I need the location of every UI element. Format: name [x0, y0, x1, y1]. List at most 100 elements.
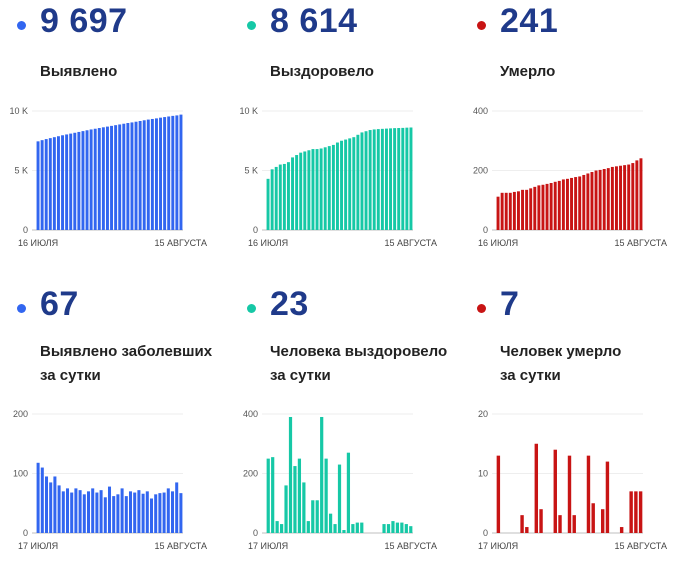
bar [384, 128, 388, 230]
bar [533, 186, 537, 230]
bar [163, 117, 167, 230]
bar [520, 515, 524, 533]
bar [36, 141, 40, 230]
x-start-label: 17 ИЮЛЯ [248, 541, 288, 551]
chart-detected-daily: 0 100 200 17 ИЮЛЯ 15 АВГУСТА [13, 409, 207, 551]
bar [142, 120, 146, 230]
bar [122, 123, 126, 230]
bar [553, 181, 557, 230]
bar [295, 155, 299, 230]
bar [558, 515, 562, 533]
bar [271, 457, 275, 533]
legend-dot [17, 304, 26, 313]
bar [534, 443, 539, 533]
bar [44, 476, 49, 533]
y-tick-label: 5 K [244, 166, 258, 176]
bar [40, 467, 44, 533]
bar [572, 515, 576, 533]
bar [141, 493, 145, 533]
bar [512, 191, 516, 230]
bar [36, 462, 40, 533]
stat-panel-recovered-daily: 23 Человека выздоровело за сутки 0 200 400… [230, 283, 460, 566]
bar [86, 491, 91, 533]
stat-label: Выявлено заболевших [40, 343, 213, 360]
bar [279, 524, 284, 533]
bar [299, 152, 303, 230]
bar [266, 178, 270, 230]
bar [307, 150, 311, 230]
bar [586, 455, 591, 533]
bar [500, 192, 504, 230]
stat-label: Выявлено [40, 63, 118, 80]
legend-dot [247, 21, 256, 30]
stat-label-line2: за сутки [270, 367, 331, 384]
stat-label-line2: за сутки [500, 367, 561, 384]
bar [333, 524, 337, 533]
bar [320, 416, 324, 533]
bar [89, 129, 93, 230]
bar [311, 149, 315, 230]
bar [356, 134, 360, 230]
y-tick-label: 0 [23, 225, 28, 235]
bar [395, 522, 400, 533]
y-tick-label: 10 K [9, 106, 28, 116]
bar [352, 137, 356, 230]
bar [582, 174, 586, 230]
bar [158, 493, 162, 533]
bar [516, 191, 520, 230]
x-start-label: 16 ИЮЛЯ [248, 238, 288, 248]
bar [266, 458, 270, 534]
bar [56, 136, 60, 230]
bar [302, 482, 306, 533]
stat-panel-detected-daily: 67 Выявлено заболевших за сутки 0 100 200 1… [0, 283, 230, 566]
bar [496, 455, 501, 533]
stat-value: 8 614 [270, 2, 358, 40]
bar [65, 488, 70, 534]
bar [586, 173, 590, 230]
bar [110, 125, 114, 231]
x-start-label: 17 ИЮЛЯ [478, 541, 518, 551]
bar [541, 184, 545, 230]
bar [124, 496, 128, 533]
stat-label: Выздоровело [270, 63, 374, 80]
bar [73, 132, 77, 230]
legend-dot [477, 21, 486, 30]
stat-value: 67 [40, 285, 79, 323]
y-tick-label: 0 [253, 225, 258, 235]
bar [529, 188, 533, 230]
bar [405, 127, 409, 230]
bar [319, 148, 323, 230]
bar [297, 458, 302, 534]
bar [270, 169, 274, 230]
bar [323, 147, 327, 230]
bar [376, 129, 380, 230]
bar [77, 131, 81, 230]
bar [397, 128, 401, 230]
bar [40, 140, 44, 230]
bar [600, 509, 605, 533]
bar [116, 494, 120, 533]
chart-recovered-daily: 0 200 400 17 ИЮЛЯ 15 АВГУСТА [243, 409, 437, 551]
x-end-label: 15 АВГУСТА [154, 238, 207, 248]
bar [120, 488, 124, 534]
bar [95, 492, 99, 533]
bar [372, 129, 376, 230]
bar [99, 490, 103, 533]
bar [324, 458, 328, 534]
bar [85, 130, 89, 230]
bar [342, 530, 346, 533]
x-end-label: 15 АВГУСТА [384, 238, 437, 248]
bar [521, 189, 525, 230]
bar [114, 125, 118, 230]
bar [627, 164, 631, 230]
bar [496, 196, 500, 230]
stat-label-line2: за сутки [40, 367, 101, 384]
chart-detected-cumulative: 0 5 K 10 K 16 ИЮЛЯ 15 АВГУСТА [9, 106, 207, 248]
bar [639, 158, 643, 230]
bar [44, 139, 48, 230]
stat-label: Умерло [500, 63, 556, 80]
bar [351, 524, 355, 533]
bar [145, 491, 149, 533]
bar [570, 177, 574, 230]
stat-value: 9 697 [40, 2, 128, 40]
